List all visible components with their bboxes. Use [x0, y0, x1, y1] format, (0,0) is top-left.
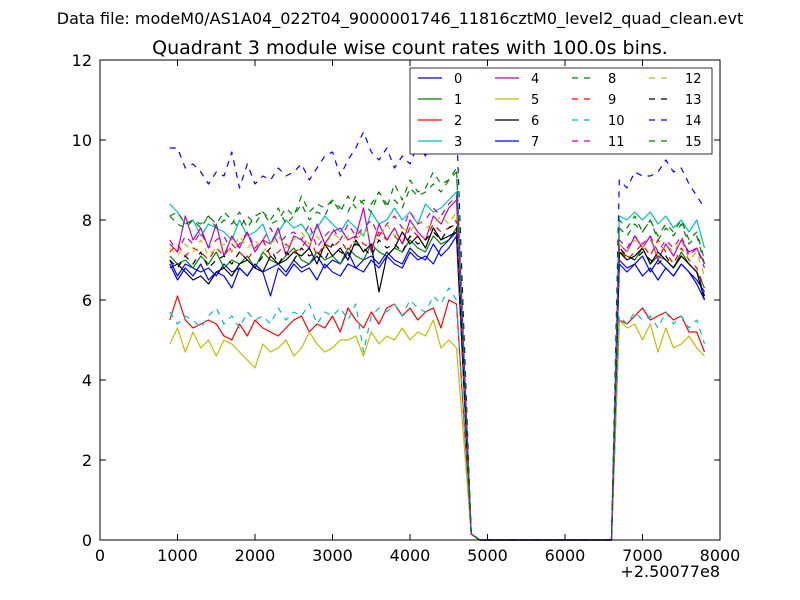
legend-item-6: 6 — [495, 114, 539, 129]
series-line-9 — [169, 219, 706, 541]
series-line-3 — [169, 191, 706, 541]
legend-label: 6 — [531, 114, 539, 129]
legend-item-8: 8 — [572, 72, 616, 87]
x-tick-label: 5000 — [467, 546, 508, 565]
legend-label: 10 — [608, 114, 625, 129]
legend-item-15: 15 — [649, 135, 702, 150]
legend-item-13: 13 — [649, 93, 702, 108]
legend-item-1: 1 — [418, 93, 462, 108]
legend-item-11: 11 — [572, 135, 625, 150]
x-tick-label: 4000 — [390, 546, 431, 565]
x-tick-label: 8000 — [700, 546, 741, 565]
plot-frame — [99, 59, 721, 541]
y-tick-label: 2 — [82, 451, 92, 470]
legend-label: 8 — [608, 72, 616, 87]
y-tick-label: 4 — [82, 371, 92, 390]
y-tick-label: 12 — [72, 51, 92, 70]
x-tick-label: 1000 — [157, 546, 198, 565]
legend-item-0: 0 — [418, 72, 462, 87]
y-tick-label: 0 — [82, 531, 92, 550]
legend-label: 9 — [608, 93, 616, 108]
legend-label: 14 — [685, 114, 702, 129]
legend-item-9: 9 — [572, 93, 616, 108]
series-line-1 — [169, 227, 706, 541]
legend-item-12: 12 — [649, 72, 702, 87]
legend-label: 0 — [454, 72, 462, 87]
series-line-7 — [169, 231, 706, 541]
x-tick-label: 0 — [95, 546, 105, 565]
legend-label: 12 — [685, 72, 702, 87]
series-line-5 — [169, 319, 705, 541]
legend-item-2: 2 — [418, 114, 462, 129]
x-offset-label: +2.50077e8 — [620, 562, 720, 581]
legend-frame — [409, 67, 713, 155]
legend-label: 11 — [608, 135, 625, 150]
series-line-12 — [169, 211, 706, 541]
x-tick-label: 6000 — [545, 546, 586, 565]
tick-labels: 0 1000 2000 3000 4000 5000 6000 7000 80000246810… — [72, 51, 741, 565]
chart-title: Quadrant 3 module wise count rates with … — [152, 37, 668, 59]
series-line-6 — [169, 227, 706, 541]
legend-label: 2 — [454, 114, 462, 129]
legend-label: 5 — [531, 93, 539, 108]
plot-lines — [169, 123, 706, 541]
legend-label: 15 — [685, 135, 702, 150]
y-tick-label: 8 — [82, 211, 92, 230]
legend-item-14: 14 — [649, 114, 702, 129]
x-tick-label: 2000 — [235, 546, 276, 565]
legend-label: 7 — [531, 135, 539, 150]
x-tick-label: 7000 — [622, 546, 663, 565]
y-tick-label: 10 — [72, 131, 92, 150]
series-line-10 — [169, 287, 706, 541]
legend-label: 13 — [685, 93, 702, 108]
series-line-8 — [169, 167, 706, 541]
legend-label: 1 — [454, 93, 462, 108]
legend-item-10: 10 — [572, 114, 625, 129]
legend-item-7: 7 — [495, 135, 539, 150]
series-line-11 — [169, 195, 706, 541]
suptitle: Data file: modeM0/AS1A04_022T04_90000017… — [57, 9, 743, 29]
series-line-0 — [169, 235, 706, 541]
legend-item-4: 4 — [495, 72, 539, 87]
x-tick-label: 3000 — [312, 546, 353, 565]
y-tick-label: 6 — [82, 291, 92, 310]
legend-item-5: 5 — [495, 93, 539, 108]
legend-label: 4 — [531, 72, 539, 87]
legend-item-3: 3 — [418, 135, 462, 150]
series-line-15 — [169, 171, 706, 541]
legend-label: 3 — [454, 135, 462, 150]
